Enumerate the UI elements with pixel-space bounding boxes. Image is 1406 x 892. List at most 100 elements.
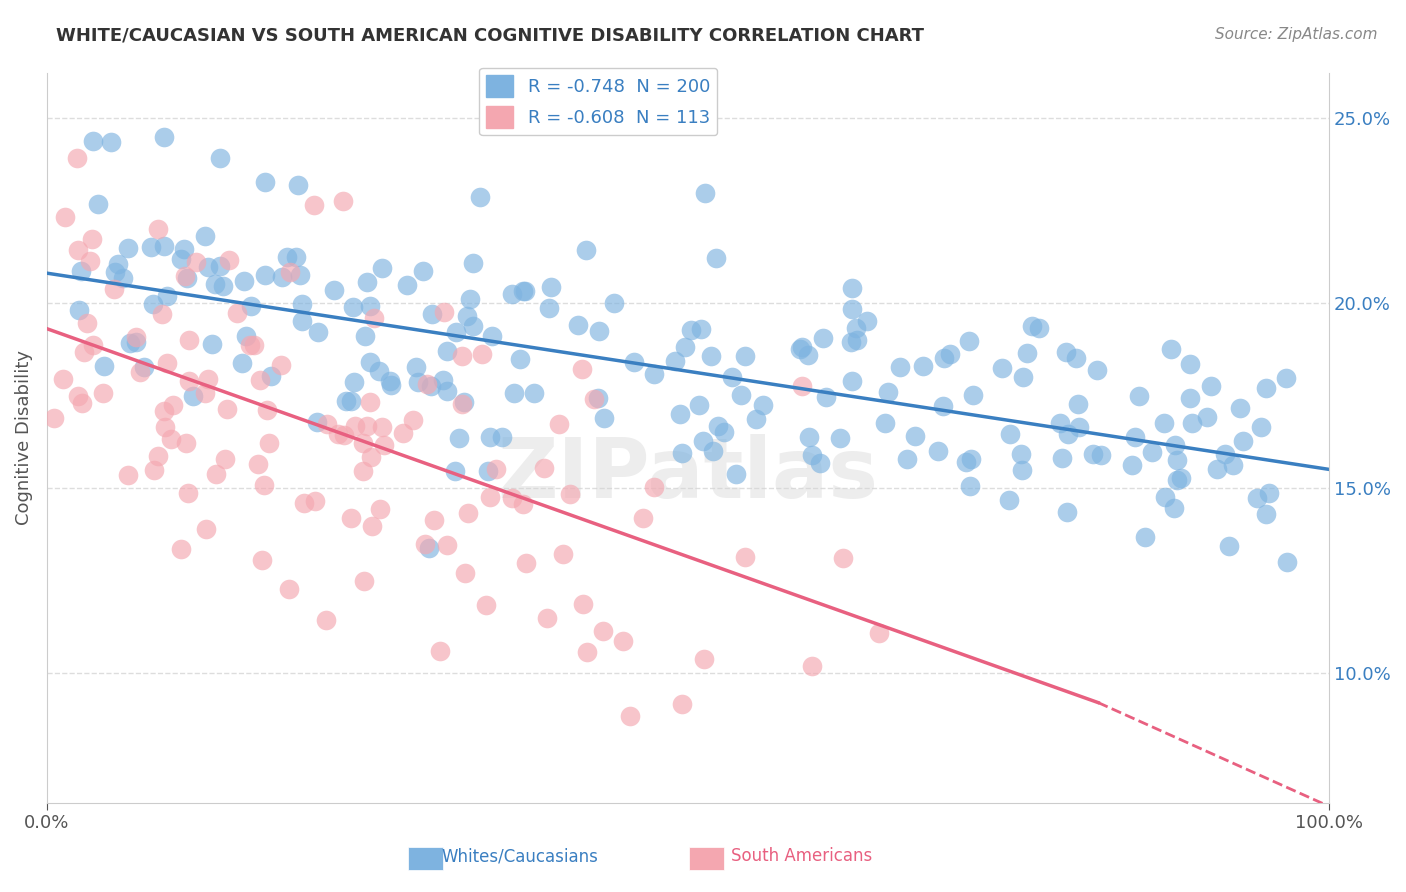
- Point: [664, 354, 686, 368]
- Point: [457, 506, 479, 520]
- Point: [66, 243, 89, 257]
- Point: [801, 448, 824, 462]
- Point: [181, 389, 204, 403]
- Point: [841, 280, 863, 294]
- Point: [801, 658, 824, 673]
- Point: [360, 518, 382, 533]
- Point: [176, 271, 198, 285]
- Text: Source: ZipAtlas.com: Source: ZipAtlas.com: [1215, 27, 1378, 42]
- Point: [79, 253, 101, 268]
- Point: [315, 613, 337, 627]
- Point: [477, 464, 499, 478]
- Point: [501, 286, 523, 301]
- Point: [752, 398, 775, 412]
- Point: [586, 391, 609, 405]
- Point: [370, 420, 392, 434]
- Point: [551, 547, 574, 561]
- Point: [931, 399, 953, 413]
- Point: [475, 599, 498, 613]
- Point: [502, 386, 524, 401]
- Point: [247, 457, 270, 471]
- Point: [537, 301, 560, 315]
- Point: [889, 360, 911, 375]
- Point: [576, 645, 599, 659]
- Point: [287, 178, 309, 193]
- Point: [285, 250, 308, 264]
- Point: [1257, 486, 1279, 500]
- Point: [217, 402, 239, 417]
- Point: [253, 175, 276, 189]
- Point: [583, 392, 606, 406]
- Point: [67, 302, 90, 317]
- Point: [117, 241, 139, 255]
- Point: [322, 283, 344, 297]
- Point: [73, 345, 96, 359]
- Point: [67, 389, 90, 403]
- Point: [558, 487, 581, 501]
- Point: [1015, 346, 1038, 360]
- Point: [623, 355, 645, 369]
- Point: [1274, 370, 1296, 384]
- Point: [1133, 530, 1156, 544]
- Point: [1056, 427, 1078, 442]
- Point: [344, 418, 367, 433]
- Point: [352, 464, 374, 478]
- Point: [432, 373, 454, 387]
- Point: [789, 342, 811, 356]
- Point: [359, 299, 381, 313]
- Point: [91, 386, 114, 401]
- Point: [288, 268, 311, 282]
- Point: [991, 360, 1014, 375]
- Point: [356, 418, 378, 433]
- Point: [1067, 396, 1090, 410]
- Point: [681, 323, 703, 337]
- Point: [276, 250, 298, 264]
- Point: [927, 444, 949, 458]
- Point: [1166, 453, 1188, 467]
- Point: [218, 253, 240, 268]
- Point: [643, 480, 665, 494]
- Point: [1199, 379, 1222, 393]
- Point: [1170, 471, 1192, 485]
- Point: [1246, 491, 1268, 505]
- Point: [592, 624, 614, 639]
- Point: [302, 55, 325, 70]
- Point: [153, 404, 176, 418]
- Point: [828, 431, 851, 445]
- Point: [588, 324, 610, 338]
- Point: [117, 468, 139, 483]
- Point: [1064, 351, 1087, 365]
- Point: [307, 326, 329, 340]
- Point: [522, 386, 544, 401]
- Point: [1256, 508, 1278, 522]
- Point: [250, 553, 273, 567]
- Point: [841, 302, 863, 317]
- Point: [799, 430, 821, 444]
- Point: [304, 197, 326, 211]
- Point: [444, 464, 467, 478]
- Point: [1012, 369, 1035, 384]
- Point: [692, 434, 714, 448]
- Point: [142, 297, 165, 311]
- Point: [478, 430, 501, 444]
- Point: [671, 697, 693, 711]
- Point: [231, 356, 253, 370]
- Point: [839, 334, 862, 349]
- Point: [461, 255, 484, 269]
- Point: [575, 243, 598, 257]
- Point: [512, 284, 534, 298]
- Point: [174, 268, 197, 283]
- Point: [256, 403, 278, 417]
- Point: [373, 438, 395, 452]
- Point: [93, 359, 115, 373]
- Point: [408, 375, 430, 389]
- Point: [359, 355, 381, 369]
- Point: [239, 338, 262, 352]
- Point: [1081, 447, 1104, 461]
- Y-axis label: Cognitive Disability: Cognitive Disability: [15, 351, 32, 525]
- Point: [184, 255, 207, 269]
- Point: [797, 348, 820, 362]
- Point: [1181, 416, 1204, 430]
- Point: [959, 479, 981, 493]
- Point: [436, 343, 458, 358]
